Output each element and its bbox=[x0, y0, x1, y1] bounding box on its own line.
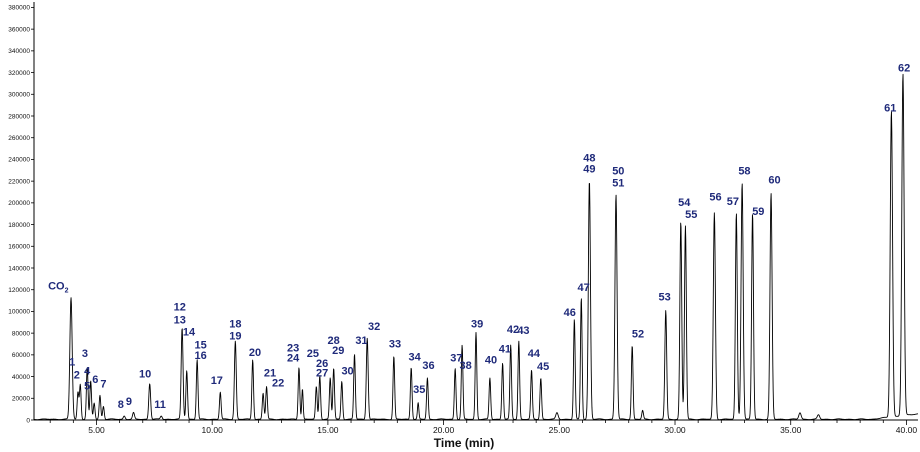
peak-label: 35 bbox=[413, 384, 425, 396]
peak-label: 26 bbox=[316, 358, 328, 370]
y-tick-label: 360000 bbox=[8, 26, 30, 33]
peak-label: 5 bbox=[84, 381, 90, 393]
y-tick-label: 120000 bbox=[8, 287, 30, 294]
peak-label: 10 bbox=[139, 369, 151, 381]
peak-label: 45 bbox=[537, 361, 549, 373]
peak-label: 27 bbox=[316, 368, 328, 380]
peak-label: 23 bbox=[287, 343, 299, 355]
peak-label: 61 bbox=[884, 103, 896, 115]
y-tick-label: 60000 bbox=[12, 352, 30, 359]
peak-label: 50 bbox=[612, 166, 624, 178]
peak-label: 47 bbox=[577, 282, 589, 294]
x-tick-label: 20.00 bbox=[433, 425, 455, 435]
peak-label: 54 bbox=[678, 197, 691, 209]
peak-label: 22 bbox=[272, 377, 284, 389]
y-tick-label: 300000 bbox=[8, 92, 30, 99]
peak-label: 13 bbox=[174, 314, 186, 326]
y-tick-label: 280000 bbox=[8, 113, 30, 120]
peak-label: 56 bbox=[709, 192, 721, 204]
x-tick-label: 15.00 bbox=[317, 425, 339, 435]
peak-label: 11 bbox=[154, 399, 166, 411]
peak-label: 25 bbox=[307, 348, 319, 360]
x-axis-label: Time (min) bbox=[434, 436, 494, 450]
peak-label: 32 bbox=[368, 321, 380, 333]
peak-label: 15 bbox=[194, 339, 206, 351]
peak-label: 46 bbox=[564, 307, 576, 319]
peak-label: 48 bbox=[583, 153, 595, 165]
y-tick-label: 380000 bbox=[8, 5, 30, 12]
y-tick-label: 20000 bbox=[12, 396, 30, 403]
peak-label: 44 bbox=[528, 348, 541, 360]
peak-label: 51 bbox=[612, 178, 624, 190]
y-tick-label: 220000 bbox=[8, 178, 30, 185]
peak-label: 38 bbox=[459, 360, 471, 372]
peak-label: 3 bbox=[82, 348, 88, 360]
peak-label: 53 bbox=[658, 292, 670, 304]
peak-label: CO2 bbox=[48, 281, 69, 295]
peak-label: 31 bbox=[355, 335, 367, 347]
x-tick-label: 40.00 bbox=[896, 425, 918, 435]
peak-label: 39 bbox=[471, 319, 483, 331]
peak-label: 37 bbox=[450, 352, 462, 364]
peak-label: 52 bbox=[632, 328, 644, 340]
peak-label: 19 bbox=[229, 331, 241, 343]
peak-label: 9 bbox=[126, 396, 132, 408]
peak-label: 28 bbox=[328, 335, 340, 347]
y-tick-label: 180000 bbox=[8, 222, 30, 229]
peak-label: 20 bbox=[249, 347, 261, 359]
peak-label: 40 bbox=[485, 355, 497, 367]
x-tick-label: 5.00 bbox=[88, 425, 105, 435]
y-tick-label: 200000 bbox=[8, 200, 30, 207]
peak-label: 6 bbox=[92, 374, 98, 386]
y-tick-label: 100000 bbox=[8, 309, 30, 316]
peak-label: 1 bbox=[69, 357, 75, 369]
y-tick-label: 240000 bbox=[8, 157, 30, 164]
y-tick-label: 80000 bbox=[12, 330, 30, 337]
y-tick-label: 40000 bbox=[12, 374, 30, 381]
y-tick-label: 340000 bbox=[8, 48, 30, 55]
peak-label: 42 bbox=[507, 324, 519, 336]
peak-label: 8 bbox=[118, 399, 124, 411]
peak-label: 2 bbox=[74, 370, 80, 382]
y-tick-label: 260000 bbox=[8, 135, 30, 142]
peak-label: 17 bbox=[211, 375, 223, 387]
y-tick-label: 160000 bbox=[8, 244, 30, 251]
peak-label-subscript: 2 bbox=[65, 288, 69, 295]
x-tick-label: 35.00 bbox=[780, 425, 802, 435]
peak-label: 16 bbox=[194, 350, 206, 362]
x-tick-label: 25.00 bbox=[549, 425, 571, 435]
peak-label: 41 bbox=[499, 344, 511, 356]
peak-label: 57 bbox=[727, 196, 739, 208]
peak-label: 29 bbox=[332, 345, 344, 357]
peak-label: 18 bbox=[229, 319, 241, 331]
peak-label: 43 bbox=[517, 325, 529, 337]
x-axis: 5.00 10.00 15.00 20.00 25.00 30.00 35.00 40.00 bbox=[34, 419, 918, 435]
y-tick-label: 0 bbox=[26, 417, 30, 424]
peak-label: 33 bbox=[389, 338, 401, 350]
peak-label: 49 bbox=[583, 163, 595, 175]
peak-label: 58 bbox=[738, 166, 750, 178]
y-tick-label: 140000 bbox=[8, 265, 30, 272]
peak-label: 14 bbox=[183, 326, 196, 338]
x-tick-label: 30.00 bbox=[664, 425, 686, 435]
peak-label: 21 bbox=[264, 368, 276, 380]
y-tick-label: 320000 bbox=[8, 70, 30, 77]
chromatogram-trace bbox=[33, 73, 919, 421]
peak-label: 12 bbox=[174, 301, 186, 313]
peak-label: 30 bbox=[341, 365, 353, 377]
peak-label: 55 bbox=[685, 209, 697, 221]
peak-label: 34 bbox=[409, 351, 422, 363]
peak-label: 7 bbox=[100, 378, 106, 390]
peak-label: 36 bbox=[422, 360, 434, 372]
x-tick-label: 10.00 bbox=[202, 425, 224, 435]
peak-label: 4 bbox=[84, 365, 91, 377]
peak-label: 60 bbox=[768, 174, 780, 186]
peak-label: 59 bbox=[752, 206, 764, 218]
peak-label: 24 bbox=[287, 352, 300, 364]
peak-label: 62 bbox=[898, 62, 910, 74]
y-axis: 0 20000 40000 60000 80000 100000 120000 140000 1… bbox=[8, 2, 35, 424]
